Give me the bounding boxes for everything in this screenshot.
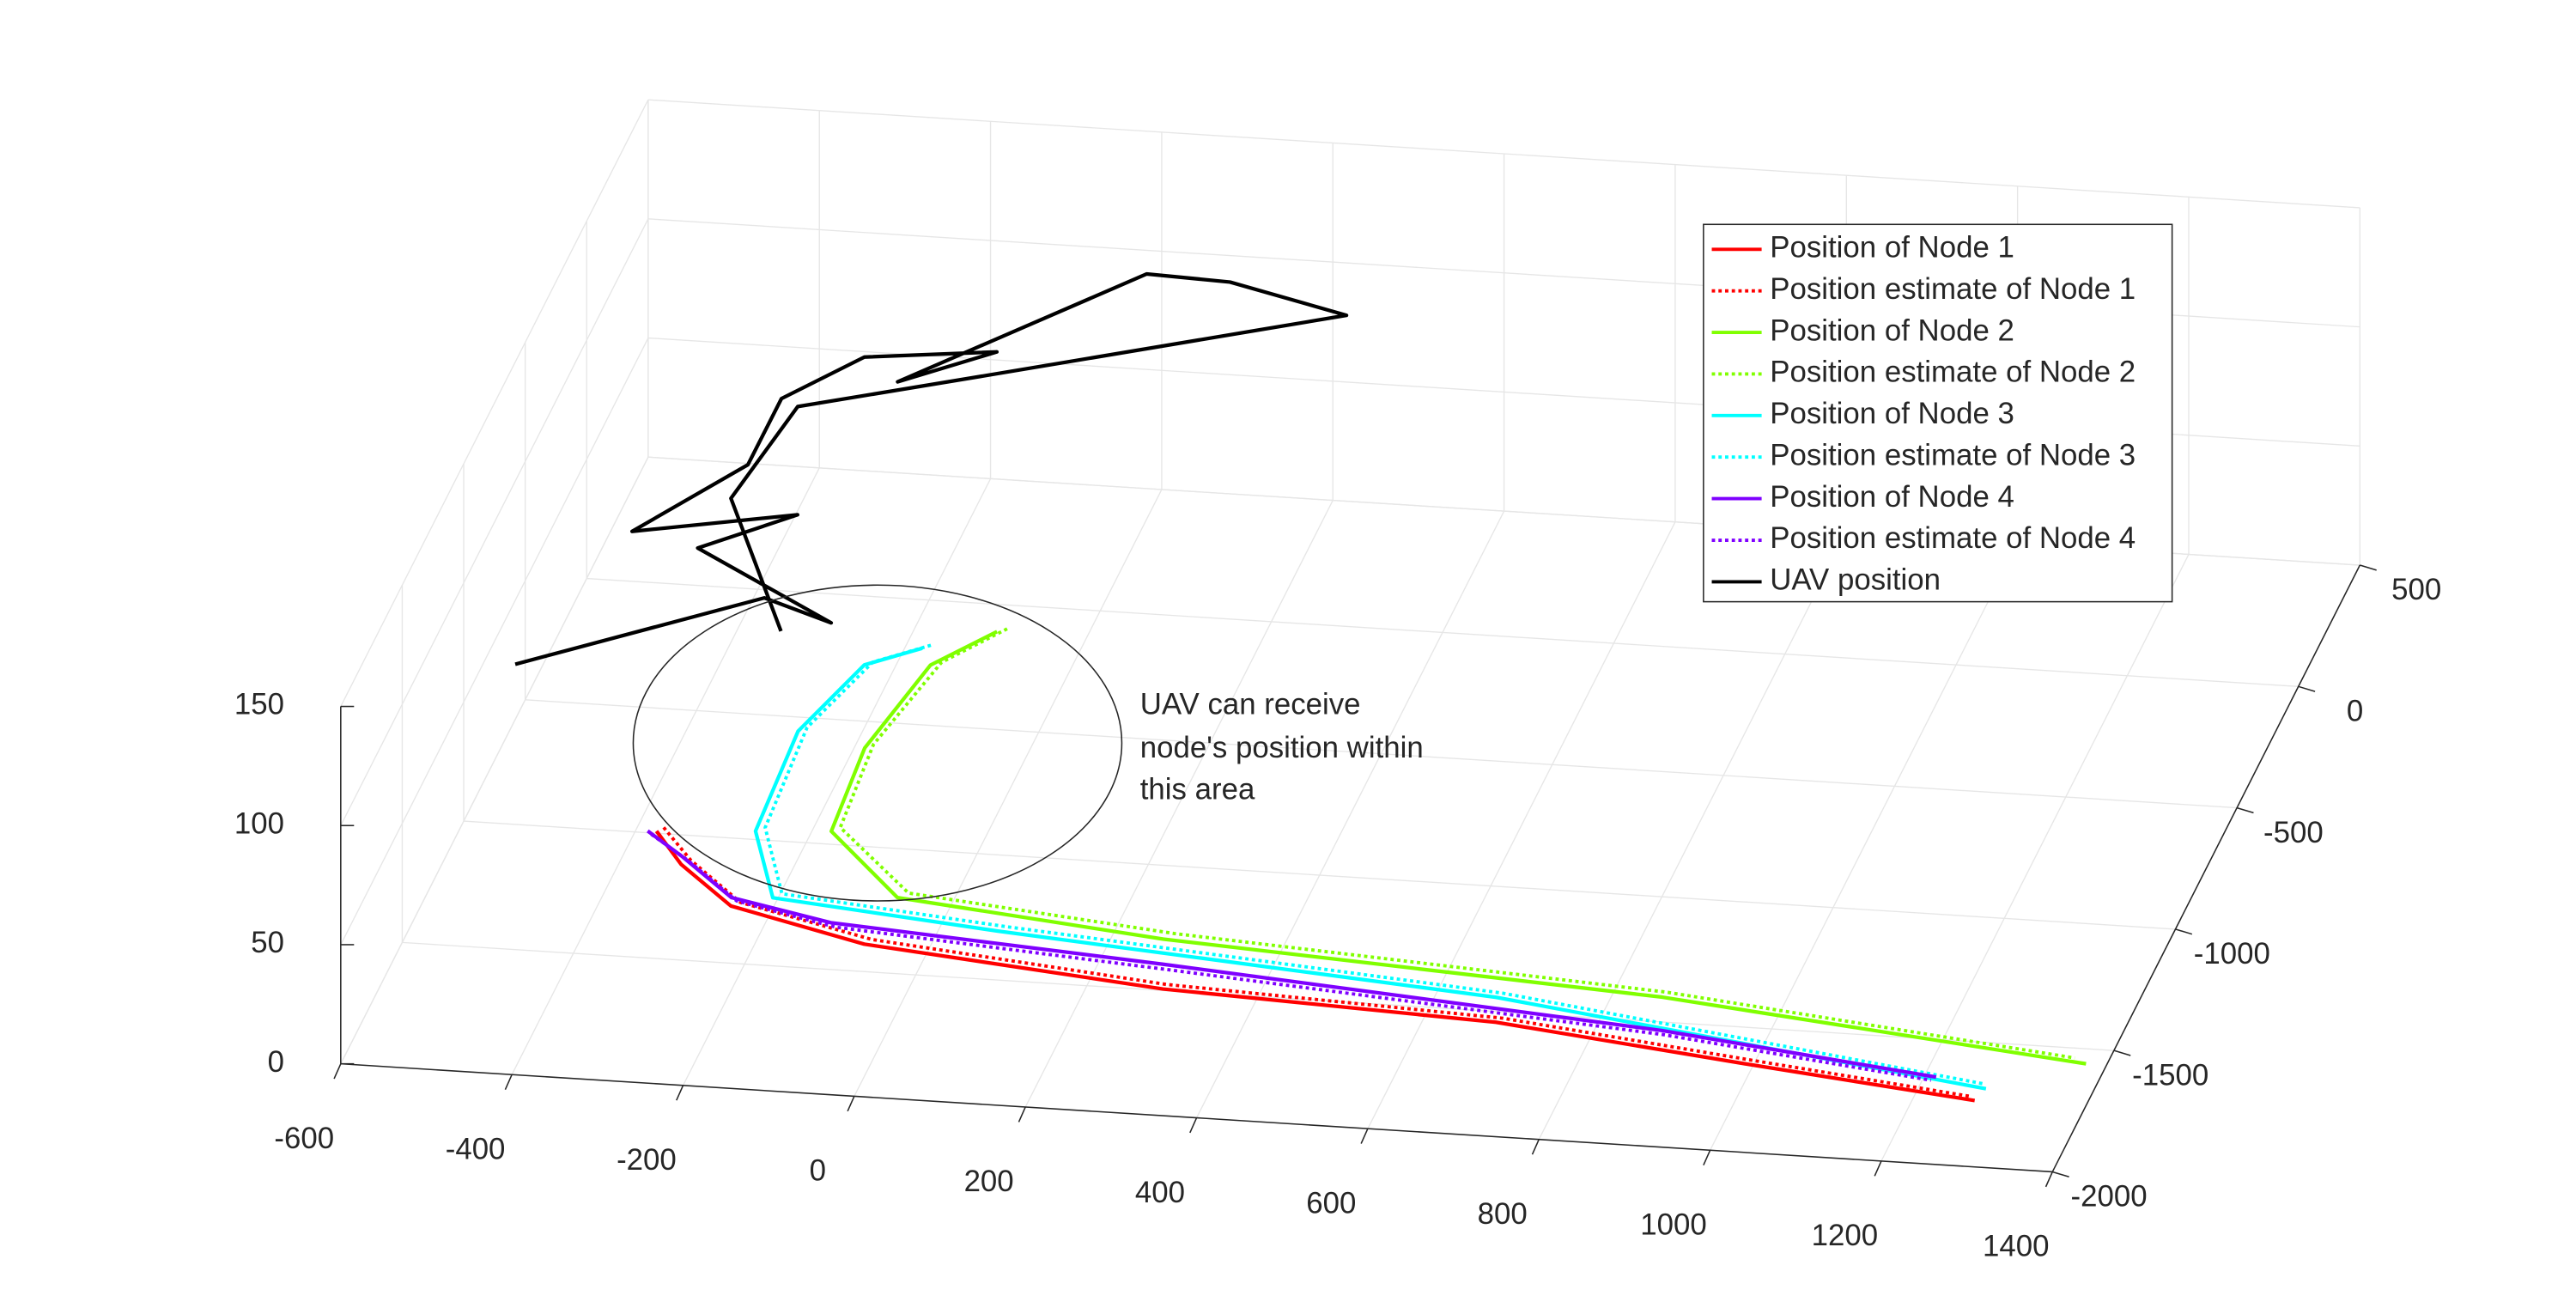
y-axis [2051,564,2361,1172]
legend-label: Position estimate of Node 3 [1770,438,2136,472]
y-tick-label: -1000 [2194,937,2270,970]
z-tick-label: 0 [268,1045,284,1079]
axes: -600 -400 -200 0 200 400 600 800 1000 1200 1400-20… [234,564,2441,1263]
y-tick [2175,928,2193,935]
x-tick [1874,1160,1882,1177]
legend-label: Position of Node 4 [1770,480,2014,514]
series-line [829,630,2087,1066]
grid-line [463,820,2176,930]
x-tick-label: 400 [1135,1176,1185,1209]
y-tick-label: -500 [2263,816,2324,849]
legend-label: Position estimate of Node 4 [1770,521,2136,555]
series-line [514,271,1349,666]
x-tick-label: 1400 [1983,1230,2049,1263]
grid-line [1880,554,2190,1162]
grid-line [511,467,820,1075]
legend-label: UAV position [1770,563,1941,597]
series-line [647,829,1937,1080]
annotation-line: UAV can receive [1140,688,1361,721]
x-tick-label: -600 [274,1122,334,1155]
x-tick-label: 1000 [1640,1208,1706,1242]
grid-line [1709,543,2019,1151]
x-tick [676,1085,684,1101]
x-tick-label: 800 [1478,1197,1528,1231]
x-tick [333,1063,342,1080]
x-tick [1360,1128,1369,1144]
grid-line [402,941,2114,1051]
grid-line [1538,532,1847,1141]
y-tick [2360,564,2377,571]
x-tick-label: 600 [1306,1186,1356,1220]
y-tick [2236,806,2254,814]
grid-line [1367,521,1676,1129]
z-tick-label: 100 [234,806,284,840]
y-tick-label: -1500 [2132,1058,2208,1092]
annotation-line: this area [1140,772,1255,806]
y-tick-label: 500 [2391,573,2441,606]
x-tick [1018,1106,1026,1123]
grid-line [340,218,649,826]
x-tick-label: 200 [964,1165,1014,1198]
annotation-line: node's position within [1140,731,1424,764]
x-tick-label: 1200 [1812,1219,1878,1252]
grid-line [340,99,649,707]
x-tick [2044,1171,2053,1188]
marks [514,271,2087,1103]
x-tick [1531,1139,1540,1155]
series-line [838,627,2075,1060]
z-tick-label: 50 [251,926,284,959]
legend-label: Position of Node 3 [1770,397,2014,430]
grid-line [1024,500,1334,1108]
y-tick-label: 0 [2347,694,2363,727]
series-line [763,643,1983,1086]
grid-line [340,338,649,946]
y-tick [2052,1171,2069,1178]
x-tick [504,1074,513,1090]
legend-label: Position estimate of Node 2 [1770,356,2136,389]
x-tick-label: 0 [810,1154,826,1188]
legend-box [1703,223,2173,603]
grid-line [854,489,1163,1097]
grid-line [586,577,2299,687]
x-tick [1189,1117,1198,1134]
x-tick-label: -200 [617,1143,677,1177]
x-tick [1703,1149,1711,1166]
x-tick-label: -400 [446,1132,506,1165]
grid-line [1195,510,1505,1118]
legend-label: Position estimate of Node 1 [1770,272,2136,306]
series-line [650,832,1932,1082]
series-line [662,826,1972,1098]
grid-line [340,456,649,1064]
legend-label: Position of Node 1 [1770,231,2014,265]
series-line [753,646,1987,1091]
z-tick-label: 150 [234,688,284,721]
x-axis [340,1062,2053,1173]
legend-label: Position of Node 2 [1770,313,2014,347]
y-tick-label: -2000 [2071,1180,2148,1214]
grid-line [682,478,992,1086]
x-tick [847,1096,855,1112]
grid-line [647,99,2360,209]
series-line [654,830,1976,1103]
legend: Position of Node 1 Position estimate of N… [1703,223,2173,603]
y-tick [2298,685,2316,692]
y-tick [2113,1050,2131,1056]
range-ellipse [632,584,1123,902]
